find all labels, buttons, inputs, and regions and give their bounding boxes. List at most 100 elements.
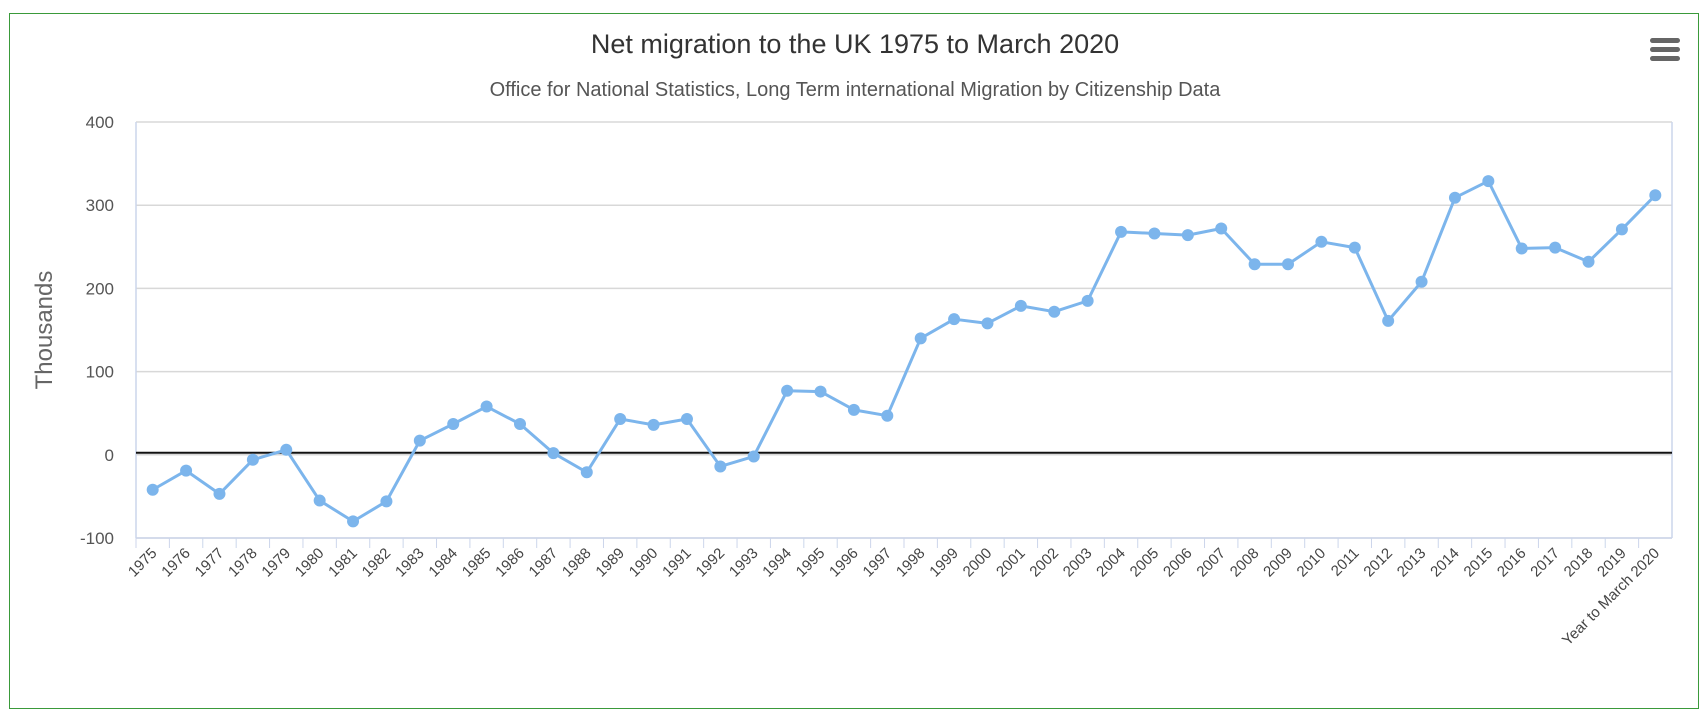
data-point[interactable] [1615, 223, 1628, 236]
data-point[interactable] [1115, 225, 1128, 238]
x-tick-label: 1985 [459, 545, 495, 581]
data-point[interactable] [580, 466, 593, 479]
x-tick-label: 2011 [1328, 545, 1363, 580]
data-point[interactable] [614, 413, 627, 426]
x-tick-label: 2003 [1060, 545, 1096, 581]
x-tick-label: 1996 [826, 545, 862, 581]
x-tick-label: 1978 [225, 545, 261, 581]
x-tick-label: 1999 [926, 545, 962, 581]
data-point[interactable] [680, 413, 693, 426]
series-net-migration [146, 175, 1662, 528]
x-tick-label: 1992 [693, 545, 729, 581]
x-tick-label: 2014 [1427, 545, 1463, 581]
x-tick-label: 2013 [1394, 545, 1430, 581]
x-tick-label: 1980 [292, 545, 328, 581]
x-tick-label: 2000 [960, 545, 996, 581]
data-point[interactable] [1582, 255, 1595, 268]
data-point[interactable] [1081, 294, 1094, 307]
x-tick-label: 2004 [1093, 545, 1129, 581]
data-point[interactable] [547, 447, 560, 460]
hamburger-menu-icon[interactable] [1650, 38, 1680, 64]
data-point[interactable] [1482, 175, 1495, 188]
x-tick-label: 1994 [759, 545, 795, 581]
x-tick-label: 2017 [1527, 545, 1563, 581]
data-point[interactable] [1148, 227, 1161, 240]
data-point[interactable] [480, 400, 493, 413]
x-tick-label: 2015 [1461, 545, 1497, 581]
x-tick-label: 2018 [1561, 545, 1597, 581]
y-tick-label: 100 [86, 363, 114, 382]
data-point[interactable] [1549, 241, 1562, 254]
data-point[interactable] [1315, 235, 1328, 248]
grid [135, 121, 1673, 539]
x-tick-label: 1991 [659, 545, 695, 581]
chart-frame [9, 13, 1699, 709]
y-tick-label: 200 [86, 279, 114, 298]
x-tick-label: 2009 [1260, 545, 1296, 581]
x-tick-label: 1987 [526, 545, 562, 581]
x-tick-label: 1981 [325, 545, 361, 581]
data-point[interactable] [1515, 242, 1528, 255]
series-line [151, 179, 1657, 523]
x-tick-label: 1984 [425, 545, 461, 581]
x-tick-label: 2016 [1494, 545, 1530, 581]
data-point[interactable] [1048, 305, 1061, 318]
x-tick-label: 1982 [359, 545, 395, 581]
y-tick-label: 0 [105, 446, 114, 465]
data-point[interactable] [1181, 229, 1194, 242]
data-point[interactable] [1215, 222, 1228, 235]
x-tick-label: 2008 [1227, 545, 1263, 581]
data-point[interactable] [914, 332, 927, 345]
x-tick-label: 2005 [1127, 545, 1163, 581]
data-point[interactable] [313, 494, 326, 507]
y-tick-label: 400 [86, 113, 114, 132]
x-tick-label: 2010 [1294, 545, 1330, 581]
data-point[interactable] [380, 495, 393, 508]
data-point[interactable] [514, 418, 526, 431]
data-point[interactable] [1248, 258, 1261, 271]
x-tick-labels: 1975197619771978197919801981198219831984… [125, 538, 1663, 649]
x-tick-label: 1997 [860, 545, 896, 581]
x-tick-label: 2002 [1026, 545, 1062, 581]
data-point[interactable] [347, 515, 360, 528]
data-point[interactable] [1014, 299, 1027, 312]
data-point[interactable] [847, 403, 860, 416]
data-point[interactable] [447, 418, 460, 431]
data-point[interactable] [1649, 189, 1662, 202]
data-point[interactable] [647, 418, 660, 431]
y-tick-labels: 400 300 200 100 0 -100 [80, 113, 114, 548]
x-tick-label: 2007 [1193, 545, 1229, 581]
data-point[interactable] [1348, 241, 1361, 254]
data-point[interactable] [1282, 258, 1294, 271]
x-tick-label: 1989 [592, 545, 628, 581]
x-tick-label: 2006 [1160, 545, 1196, 581]
data-point[interactable] [714, 460, 727, 473]
y-tick-label: -100 [80, 529, 114, 548]
chart-title: Net migration to the UK 1975 to March 20… [591, 29, 1119, 59]
y-axis-label: Thousands [31, 271, 58, 390]
data-point[interactable] [747, 450, 760, 463]
data-point[interactable] [1415, 275, 1428, 288]
data-point[interactable] [146, 483, 159, 496]
data-point[interactable] [781, 384, 794, 397]
data-point[interactable] [948, 313, 961, 326]
data-point[interactable] [881, 409, 894, 422]
data-point[interactable] [1382, 314, 1395, 327]
x-tick-label: 1986 [492, 545, 528, 581]
x-tick-label: 1983 [392, 545, 428, 581]
data-point[interactable] [280, 443, 293, 456]
x-tick-label: 1988 [559, 545, 595, 581]
data-point[interactable] [246, 453, 259, 466]
data-point[interactable] [814, 385, 827, 398]
x-tick-label: 2001 [993, 545, 1029, 581]
x-tick-label: 2012 [1360, 545, 1396, 581]
data-point[interactable] [413, 434, 426, 447]
data-point[interactable] [180, 464, 193, 477]
x-tick-label: 1998 [893, 545, 929, 581]
data-point[interactable] [981, 317, 994, 330]
chart-subtitle: Office for National Statistics, Long Ter… [490, 79, 1222, 101]
data-point[interactable] [213, 487, 226, 500]
data-point[interactable] [1448, 191, 1461, 204]
x-tick-label: 1975 [125, 545, 161, 581]
